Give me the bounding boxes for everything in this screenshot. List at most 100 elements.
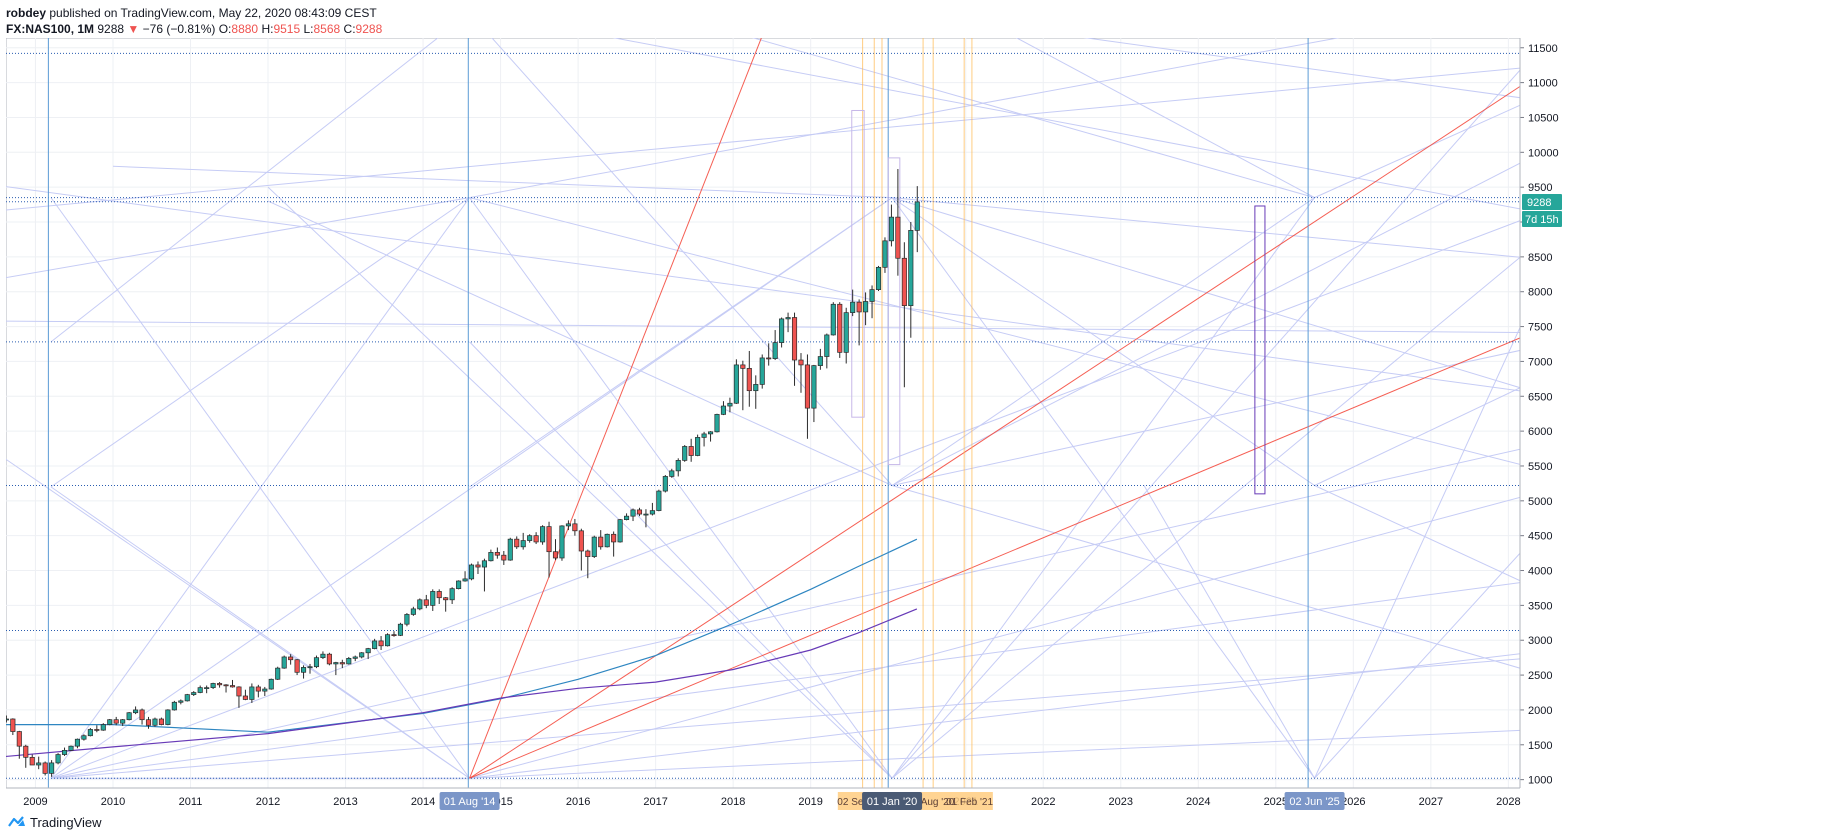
date-badge <box>862 792 923 810</box>
x-tick-label: 2009 <box>23 796 47 808</box>
candle-body <box>863 301 869 313</box>
candle-body <box>423 599 429 606</box>
candle <box>630 508 636 522</box>
candle-body <box>158 718 164 725</box>
candle <box>107 718 113 726</box>
candle-body <box>636 509 643 515</box>
candle-body <box>178 700 184 703</box>
candle-body <box>468 564 475 580</box>
time-axis[interactable]: 2009 2010 2011 2012 2013 2014 2015 2016 2017 2018… <box>6 787 1521 808</box>
candle-body <box>882 240 888 268</box>
candle <box>850 289 856 317</box>
candle-body <box>753 384 759 392</box>
candle <box>281 655 287 669</box>
candle <box>546 521 552 578</box>
date-badge-label: 01 Jan '20 <box>867 796 917 808</box>
gann-fan-line <box>6 186 1520 392</box>
candles-layer[interactable] <box>0 169 920 777</box>
gann-fan-line <box>50 220 1520 779</box>
candle-body <box>242 695 248 700</box>
candle-body <box>514 538 520 548</box>
publish-info: robdey published on TradingView.com, May… <box>6 6 377 20</box>
candle-body <box>856 301 862 313</box>
candle <box>475 561 481 575</box>
candle <box>81 734 87 741</box>
candle-body <box>94 729 100 731</box>
candle <box>714 413 720 433</box>
target-box <box>1254 205 1266 495</box>
candle <box>682 445 688 462</box>
candle-body <box>36 762 42 766</box>
candle <box>100 723 106 731</box>
gann-fan-line <box>1015 38 1315 199</box>
candle-body <box>410 608 416 615</box>
down-arrow-icon: ▼ <box>127 22 140 36</box>
price-axis[interactable]: 1000 1500 2000 2500 3000 3500 4000 4500 5000 5500… <box>1519 38 1559 788</box>
candle-body <box>720 405 727 415</box>
candle-body <box>0 720 2 721</box>
candle-body <box>184 694 190 702</box>
candle-body <box>617 519 623 543</box>
candle-body <box>869 289 875 302</box>
candle <box>249 683 255 703</box>
candle <box>527 534 533 543</box>
y-tick-label: 3000 <box>1528 635 1552 647</box>
candle-body <box>23 745 29 758</box>
candle <box>649 502 655 516</box>
candle-body <box>378 640 384 647</box>
candle-body <box>326 653 332 665</box>
candle <box>481 558 487 592</box>
gann-red-line <box>469 85 1520 779</box>
candle <box>779 317 785 348</box>
candle-body <box>352 656 358 659</box>
candle <box>139 708 145 725</box>
candle-body <box>359 652 365 658</box>
candle-body <box>552 551 559 559</box>
candle-body <box>301 667 307 673</box>
candle-body <box>507 538 513 561</box>
candle <box>352 655 358 662</box>
candle-body <box>533 535 539 543</box>
candle-body <box>675 460 681 472</box>
candle <box>468 563 475 581</box>
y-tick-label: 10000 <box>1528 147 1559 159</box>
candle <box>520 532 526 550</box>
candle <box>817 348 823 370</box>
candle-body <box>346 658 352 665</box>
gann-fan-line <box>1314 104 1520 199</box>
candle <box>158 717 164 726</box>
candle-body <box>320 653 326 659</box>
candle <box>456 580 462 590</box>
gann-fan-line <box>1083 38 1520 99</box>
candle-body <box>540 526 546 543</box>
orange-date-badge: 01 Feb '21 <box>946 797 993 808</box>
low-label: L: <box>303 22 314 36</box>
candle <box>895 169 901 276</box>
candle <box>255 684 261 698</box>
x-tick-label: 2010 <box>101 796 125 808</box>
candle-body <box>565 523 571 527</box>
candle <box>598 530 604 550</box>
candle-body <box>139 709 145 721</box>
y-tick-label: 6000 <box>1528 426 1552 438</box>
candle <box>624 513 630 521</box>
candle-body <box>191 692 197 695</box>
candle <box>68 745 74 752</box>
grid-layer <box>6 38 1520 788</box>
last-price-text: 9288 <box>97 22 125 36</box>
price-chart[interactable]: 1000 1500 2000 2500 3000 3500 4000 4500 5000 5500… <box>0 0 1828 810</box>
candle-body <box>901 257 907 307</box>
candle <box>578 528 584 571</box>
candle <box>223 684 229 693</box>
author-name[interactable]: robdey <box>6 6 47 20</box>
footer[interactable]: TradingView <box>8 812 102 832</box>
candle-body <box>746 368 752 392</box>
x-tick-label: 2014 <box>411 796 435 808</box>
candle <box>604 533 610 548</box>
candle <box>288 654 294 665</box>
candle-body <box>430 591 436 606</box>
y-tick-label: 1000 <box>1528 775 1552 787</box>
candle-body <box>339 662 345 665</box>
gann-fan-line <box>891 69 1520 779</box>
